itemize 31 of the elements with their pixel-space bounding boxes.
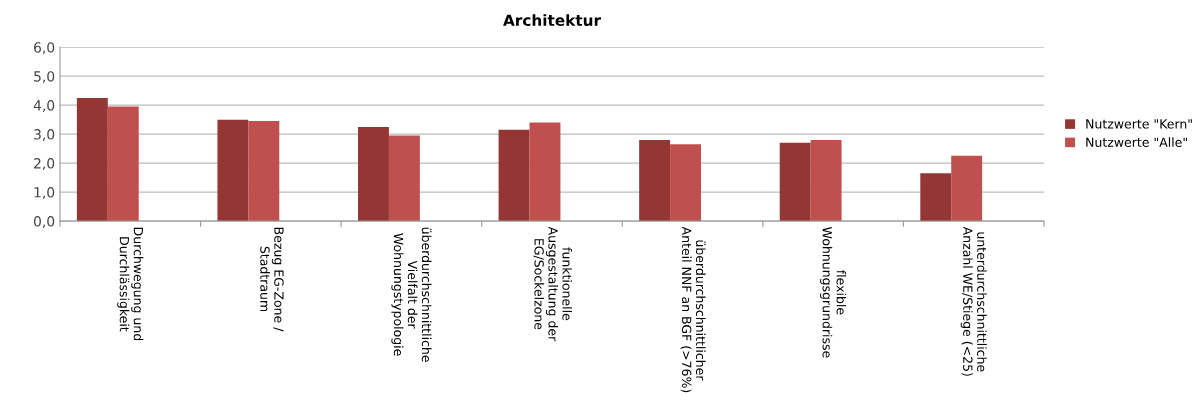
x-tick-label: überdurchschnittlicher Anteil NNF an BGF (>76%) <box>680 226 706 393</box>
y-tick-label: 0,0 <box>33 216 55 228</box>
y-tick-label: 5,0 <box>34 71 55 84</box>
bar <box>498 129 530 222</box>
bar <box>670 144 702 222</box>
x-tick-label: flexible Wohnungsgrundrisse <box>820 227 847 358</box>
legend-label: Nutzwerte "Kern" <box>1086 119 1192 129</box>
chart-title: Architektur <box>503 14 601 27</box>
bar <box>248 121 280 222</box>
x-tick-label: überdurchschnittliche Vielfalt der Wohnungstypologie <box>391 227 432 362</box>
y-tick-label: 3,0 <box>34 129 55 142</box>
bar <box>217 119 249 222</box>
bar <box>779 142 811 222</box>
y-tick-label: 1,0 <box>34 187 55 199</box>
bar <box>388 135 420 222</box>
bar <box>810 139 842 222</box>
bar <box>76 97 108 222</box>
bar <box>639 139 671 222</box>
y-tick-label: 6,0 <box>34 42 55 55</box>
x-tick-label: Bezug EG-Zone / Stadtraum <box>260 227 284 332</box>
legend-label: Nutzwerte "Alle" <box>1086 137 1187 147</box>
y-tick-label: 4,0 <box>33 100 55 113</box>
x-tick-label: funktionelle Ausgestaltung der EG/Sockelzone <box>533 226 573 342</box>
bar <box>920 173 952 222</box>
x-tick-label: Durchwegung und Durchlässigkeit <box>117 227 144 341</box>
bar <box>951 155 983 222</box>
y-tick-label: 2,0 <box>34 158 55 171</box>
x-tick-label: unterdurchschnittliche Anzahl WE/Stiege (<25) <box>960 226 987 376</box>
bar <box>107 106 139 222</box>
bar <box>358 126 389 222</box>
bar <box>529 122 561 222</box>
